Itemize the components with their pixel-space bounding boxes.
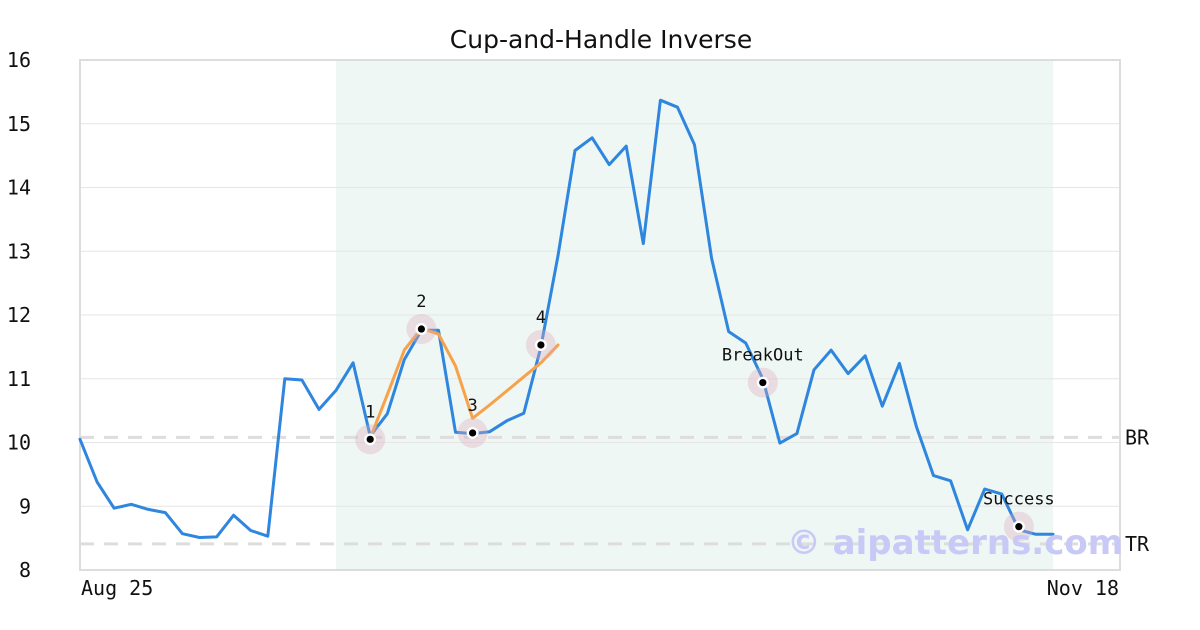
annotations: 1 2 3 4 BreakOut Success <box>355 292 1055 542</box>
x-axis-ticks: Aug 25 Nov 18 <box>81 576 1119 600</box>
y-axis-ticks: 8 9 10 11 12 13 14 15 16 <box>7 48 31 582</box>
annotation-point <box>469 429 477 437</box>
y-tick-label: 10 <box>7 431 31 455</box>
annotation-point <box>759 378 767 387</box>
y-tick-label: 8 <box>19 558 31 582</box>
annotation-point <box>417 325 425 333</box>
y-tick-label: 16 <box>7 48 31 72</box>
pattern-line <box>368 326 560 440</box>
y-tick-label: 9 <box>19 494 31 518</box>
y-tick-label: 12 <box>7 303 31 327</box>
y-tick-label: 14 <box>7 176 31 200</box>
annotation-label: 4 <box>536 308 546 328</box>
annotation-label: 1 <box>365 402 375 422</box>
annotation-point <box>537 341 545 349</box>
y-tick-label: 11 <box>7 367 31 391</box>
annotation-point <box>1015 523 1023 531</box>
annotation-label: BreakOut <box>722 346 804 366</box>
grid-lines <box>80 123 1120 507</box>
y-tick-label: 15 <box>7 112 31 136</box>
level-labels: BR TR <box>1125 425 1150 555</box>
watermark: © aipatterns.com <box>787 523 1123 563</box>
annotation-label: Success <box>983 490 1055 510</box>
level-lines <box>80 435 1120 546</box>
level-label-tr: TR <box>1125 532 1150 556</box>
chart-title: Cup-and-Handle Inverse <box>450 25 752 54</box>
plot-frame <box>79 59 1121 571</box>
level-label-br: BR <box>1125 425 1150 449</box>
annotation-point <box>366 435 374 443</box>
y-tick-label: 13 <box>7 239 31 263</box>
price-line <box>78 98 1055 539</box>
annotation-label: 2 <box>416 292 426 312</box>
x-tick-label: Nov 18 <box>1047 576 1119 600</box>
series-lines <box>78 98 1055 539</box>
annotation-label: 3 <box>467 396 477 416</box>
x-tick-label: Aug 25 <box>81 576 153 600</box>
